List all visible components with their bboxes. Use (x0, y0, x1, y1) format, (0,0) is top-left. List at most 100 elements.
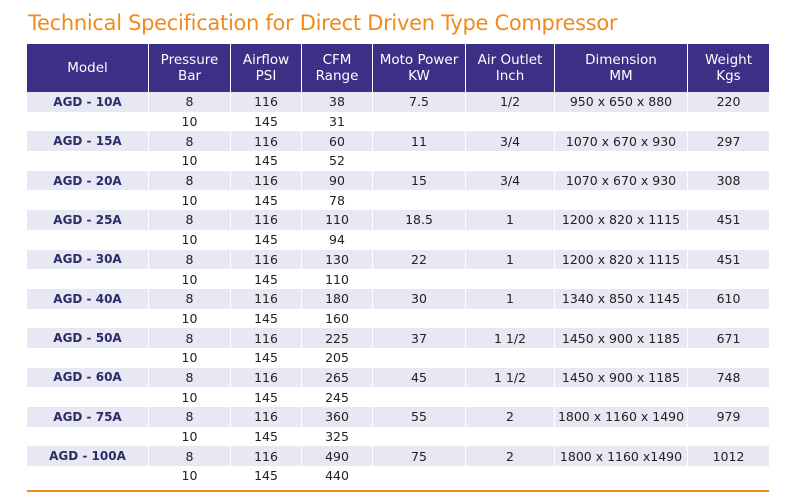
cell-pressure: 10 (148, 308, 230, 329)
cell-power (372, 269, 465, 289)
cell-pressure: 8 (148, 92, 230, 112)
cell-cfm: 490 (301, 446, 372, 467)
cell-weight (687, 111, 769, 132)
cell-cfm: 360 (301, 407, 372, 427)
cell-outlet: 1 (465, 249, 554, 270)
bottom-divider (27, 490, 769, 492)
table-row: 10 145 325 (27, 426, 769, 447)
cell-pressure: 10 (148, 111, 230, 132)
cell-airflow: 116 (230, 367, 301, 388)
cell-model: AGD - 20A (53, 173, 122, 188)
cell-airflow: 145 (230, 347, 301, 368)
cell-model (27, 112, 148, 132)
cell-pressure: 10 (148, 347, 230, 368)
cell-airflow: 116 (230, 210, 301, 230)
cell-dimension: 1450 x 900 x 1185 (554, 367, 687, 388)
table-row: 10 145 205 (27, 347, 769, 368)
cell-weight (687, 387, 769, 407)
cell-outlet: 1 1/2 (465, 328, 554, 348)
cell-airflow: 116 (230, 328, 301, 348)
cell-power: 75 (372, 446, 465, 467)
cell-model: AGD - 15A (53, 134, 122, 149)
table-row: 10 145 52 (27, 151, 769, 171)
cell-outlet: 2 (465, 407, 554, 427)
cell-model (27, 230, 148, 250)
cell-model: AGD - 50A (53, 331, 122, 346)
cell-cfm: 110 (301, 210, 372, 230)
cell-power: 18.5 (372, 210, 465, 230)
cell-dimension (554, 269, 687, 289)
cell-weight: 610 (687, 288, 769, 309)
cell-weight: 451 (687, 210, 769, 230)
cell-dimension (554, 347, 687, 368)
cell-model: AGD - 30A (53, 252, 122, 267)
cell-dimension: 1070 x 670 x 930 (554, 170, 687, 191)
cell-power (372, 229, 465, 250)
cell-airflow: 145 (230, 466, 301, 486)
cell-model: AGD - 40A (53, 291, 122, 306)
cell-dimension (554, 387, 687, 407)
cell-outlet (465, 151, 554, 171)
cell-power: 55 (372, 407, 465, 427)
cell-dimension (554, 426, 687, 447)
cell-dimension: 950 x 650 x 880 (554, 92, 687, 112)
cell-airflow: 145 (230, 151, 301, 171)
cell-model (27, 269, 148, 289)
table-row: AGD - 10A 8 116 38 7.5 1/2 950 x 650 x 880 220 (27, 92, 769, 112)
cell-cfm: 180 (301, 288, 372, 309)
header-dimension: Dimension MM (554, 44, 687, 92)
cell-cfm: 110 (301, 269, 372, 289)
cell-weight: 671 (687, 328, 769, 348)
table-row: AGD - 100A 8 116 490 75 2 1800 x 1160 x1490 101… (27, 446, 769, 467)
cell-pressure: 10 (148, 426, 230, 447)
table-row: 10 145 160 (27, 308, 769, 329)
header-airflow: Airflow PSI (230, 44, 301, 92)
cell-outlet (465, 387, 554, 407)
cell-power: 15 (372, 170, 465, 191)
cell-dimension (554, 111, 687, 132)
cell-pressure: 8 (148, 446, 230, 467)
cell-weight: 220 (687, 92, 769, 112)
cell-dimension: 1800 x 1160 x1490 (554, 446, 687, 467)
cell-pressure: 10 (148, 269, 230, 289)
cell-dimension (554, 308, 687, 329)
cell-dimension: 1340 x 850 x 1145 (554, 288, 687, 309)
cell-power: 45 (372, 367, 465, 388)
cell-pressure: 8 (148, 328, 230, 348)
cell-power (372, 308, 465, 329)
cell-outlet: 3/4 (465, 170, 554, 191)
cell-airflow: 145 (230, 229, 301, 250)
cell-weight (687, 347, 769, 368)
cell-dimension: 1200 x 820 x 1115 (554, 210, 687, 230)
header-outlet: Air Outlet Inch (465, 44, 554, 92)
cell-dimension: 1070 x 670 x 930 (554, 131, 687, 152)
cell-cfm: 440 (301, 466, 372, 486)
table-row: 10 145 78 (27, 190, 769, 211)
cell-dimension (554, 151, 687, 171)
cell-outlet (465, 308, 554, 329)
cell-weight (687, 229, 769, 250)
table-body: AGD - 10A 8 116 38 7.5 1/2 950 x 650 x 880 220 1… (27, 92, 769, 486)
cell-model: AGD - 100A (49, 449, 126, 464)
table-row: AGD - 60A 8 116 265 45 1 1/2 1450 x 900 x 1185… (27, 367, 769, 388)
table-row: 10 145 245 (27, 387, 769, 407)
cell-weight: 979 (687, 407, 769, 427)
cell-power (372, 426, 465, 447)
cell-cfm: 325 (301, 426, 372, 447)
cell-cfm: 38 (301, 92, 372, 112)
cell-power (372, 466, 465, 486)
table-row: AGD - 40A 8 116 180 30 1 1340 x 850 x 1145 610 (27, 288, 769, 309)
cell-cfm: 205 (301, 347, 372, 368)
cell-weight (687, 308, 769, 329)
header-model: Model (67, 60, 108, 76)
cell-outlet (465, 111, 554, 132)
cell-weight: 1012 (687, 446, 769, 467)
cell-dimension: 1450 x 900 x 1185 (554, 328, 687, 348)
cell-cfm: 245 (301, 387, 372, 407)
cell-cfm: 94 (301, 229, 372, 250)
cell-outlet: 1 (465, 210, 554, 230)
cell-airflow: 145 (230, 308, 301, 329)
cell-cfm: 160 (301, 308, 372, 329)
cell-pressure: 8 (148, 170, 230, 191)
cell-outlet: 1 (465, 288, 554, 309)
